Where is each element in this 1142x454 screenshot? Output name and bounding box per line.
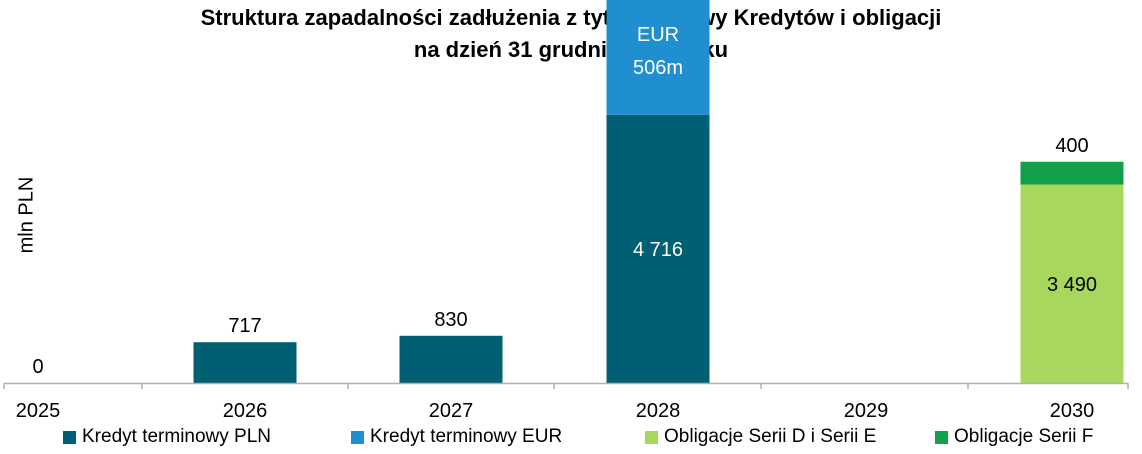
x-tick-label-2029: 2029 <box>844 400 889 422</box>
legend-swatch-3 <box>935 430 948 444</box>
legend-item-3: Obligacje Serii F <box>935 426 1093 448</box>
legend-swatch-0 <box>63 430 76 444</box>
bar-2027-series-0 <box>399 335 503 383</box>
legend-label-1: Kredyt terminowy EUR <box>370 426 563 447</box>
data-label-2030-series-3: 400 <box>1055 135 1088 157</box>
chart-legend: Kredyt terminowy PLN Kredyt terminowy EUR… <box>0 426 1142 452</box>
data-label-2030-series-2: 3 490 <box>1047 274 1097 296</box>
chart-plot-area: 0 717 830 4 716 EUR 506m 3 490 400 2025 2026 2027 2… <box>3 0 1129 422</box>
data-label-2028-series-1-line1: EUR <box>637 24 679 46</box>
x-tick-label-2026: 2026 <box>223 400 268 422</box>
bar-2026-series-0 <box>193 342 297 383</box>
legend-item-2: Obligacje Serii D i Serii E <box>645 426 876 448</box>
legend-swatch-1 <box>351 430 364 444</box>
x-tick-label-2030: 2030 <box>1050 400 1095 422</box>
legend-label-3: Obligacje Serii F <box>954 426 1094 447</box>
data-label-2028-series-0: 4 716 <box>633 239 683 261</box>
legend-item-1: Kredyt terminowy EUR <box>351 426 562 448</box>
bar-2030-series-2 <box>1020 184 1124 383</box>
legend-item-0: Kredyt terminowy PLN <box>63 426 271 448</box>
legend-label-0: Kredyt terminowy PLN <box>82 426 272 447</box>
chart-title-line1: Struktura zapadalności zadłużenia z tytu… <box>200 5 942 30</box>
bar-2028-series-1 <box>606 0 710 115</box>
bar-2028-series-0 <box>606 114 710 383</box>
x-tick-label-2027: 2027 <box>429 400 474 422</box>
data-label-2025-series-0: 0 <box>32 356 43 378</box>
data-label-2027-series-0: 830 <box>434 309 467 331</box>
data-label-2026-series-0: 717 <box>228 315 261 337</box>
x-tick-label-2028: 2028 <box>636 400 681 422</box>
bar-2030-series-3 <box>1020 161 1124 185</box>
x-tick-label-2025: 2025 <box>16 400 61 422</box>
data-label-2028-series-1-line2: 506m <box>633 57 683 79</box>
legend-label-2: Obligacje Serii D i Serii E <box>664 426 877 447</box>
legend-swatch-2 <box>645 430 658 444</box>
